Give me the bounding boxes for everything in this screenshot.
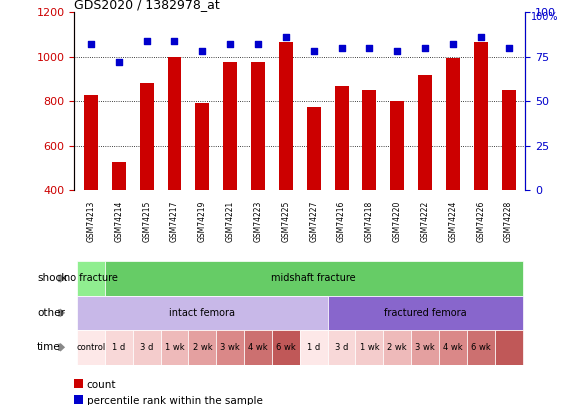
Text: 100%: 100% <box>531 12 558 22</box>
Bar <box>383 330 411 364</box>
Text: GSM74219: GSM74219 <box>198 201 207 242</box>
Point <box>448 41 457 47</box>
Point <box>420 45 429 51</box>
Point <box>393 48 402 55</box>
Text: GSM74223: GSM74223 <box>254 201 263 242</box>
Bar <box>356 330 383 364</box>
Text: 6 wk: 6 wk <box>276 343 296 352</box>
Bar <box>160 330 188 364</box>
Text: 4 wk: 4 wk <box>443 343 463 352</box>
Bar <box>251 62 265 190</box>
Bar <box>300 330 328 364</box>
Bar <box>84 95 98 190</box>
Point <box>282 34 291 40</box>
Bar <box>167 57 182 190</box>
Text: GSM74226: GSM74226 <box>476 201 485 242</box>
Bar <box>140 83 154 190</box>
Point <box>504 45 513 51</box>
Text: 1 wk: 1 wk <box>164 343 184 352</box>
Bar <box>307 107 321 190</box>
Bar <box>77 261 105 296</box>
Bar <box>223 62 237 190</box>
Bar <box>494 330 522 364</box>
Point <box>337 45 346 51</box>
Point <box>309 48 318 55</box>
Text: percentile rank within the sample: percentile rank within the sample <box>87 396 263 405</box>
Bar <box>474 42 488 190</box>
Point <box>226 41 235 47</box>
Bar <box>279 42 293 190</box>
Bar <box>335 86 348 190</box>
Bar <box>77 296 328 330</box>
Text: 3 d: 3 d <box>140 343 154 352</box>
Text: GSM74222: GSM74222 <box>421 201 429 242</box>
Text: 3 wk: 3 wk <box>415 343 435 352</box>
Text: GSM74227: GSM74227 <box>309 201 318 242</box>
Point <box>476 34 485 40</box>
Text: count: count <box>87 380 116 390</box>
Text: intact femora: intact femora <box>170 308 235 318</box>
Text: fractured femora: fractured femora <box>384 308 467 318</box>
Bar <box>411 330 439 364</box>
Bar <box>188 330 216 364</box>
Text: 1 d: 1 d <box>307 343 320 352</box>
Bar <box>244 330 272 364</box>
Text: GSM74220: GSM74220 <box>393 201 402 242</box>
Point <box>198 48 207 55</box>
Point <box>365 45 374 51</box>
Text: GSM74224: GSM74224 <box>448 201 457 242</box>
Bar <box>467 330 494 364</box>
Bar <box>439 330 467 364</box>
Bar <box>446 58 460 190</box>
Text: 6 wk: 6 wk <box>471 343 490 352</box>
Bar <box>502 90 516 190</box>
Bar <box>216 330 244 364</box>
Bar <box>390 101 404 190</box>
Bar <box>77 330 105 364</box>
Bar <box>195 104 210 190</box>
Text: no fracture: no fracture <box>64 273 118 283</box>
Text: GSM74225: GSM74225 <box>282 201 290 242</box>
Bar <box>328 296 522 330</box>
Text: 3 d: 3 d <box>335 343 348 352</box>
Bar <box>363 90 376 190</box>
Bar <box>112 162 126 190</box>
Text: GSM74213: GSM74213 <box>86 201 95 242</box>
Text: 1 d: 1 d <box>112 343 126 352</box>
Text: GSM74217: GSM74217 <box>170 201 179 242</box>
Text: 1 wk: 1 wk <box>360 343 379 352</box>
Text: GSM74216: GSM74216 <box>337 201 346 242</box>
Point <box>170 37 179 44</box>
Bar <box>418 75 432 190</box>
Text: shock: shock <box>37 273 67 283</box>
Point <box>114 59 123 65</box>
Text: GSM74214: GSM74214 <box>114 201 123 242</box>
Text: 2 wk: 2 wk <box>387 343 407 352</box>
Text: 4 wk: 4 wk <box>248 343 268 352</box>
Text: GDS2020 / 1382978_at: GDS2020 / 1382978_at <box>74 0 220 11</box>
Point <box>142 37 151 44</box>
Text: control: control <box>77 343 106 352</box>
Text: time: time <box>37 342 61 352</box>
Text: 3 wk: 3 wk <box>220 343 240 352</box>
Text: GSM74228: GSM74228 <box>504 201 513 242</box>
Text: GSM74218: GSM74218 <box>365 201 374 242</box>
Bar <box>105 330 132 364</box>
Bar <box>272 330 300 364</box>
Bar <box>132 330 160 364</box>
Text: midshaft fracture: midshaft fracture <box>271 273 356 283</box>
Text: GSM74215: GSM74215 <box>142 201 151 242</box>
Text: GSM74221: GSM74221 <box>226 201 235 242</box>
Point <box>86 41 95 47</box>
Text: 2 wk: 2 wk <box>192 343 212 352</box>
Bar <box>328 330 356 364</box>
Point <box>254 41 263 47</box>
Text: other: other <box>37 308 65 318</box>
